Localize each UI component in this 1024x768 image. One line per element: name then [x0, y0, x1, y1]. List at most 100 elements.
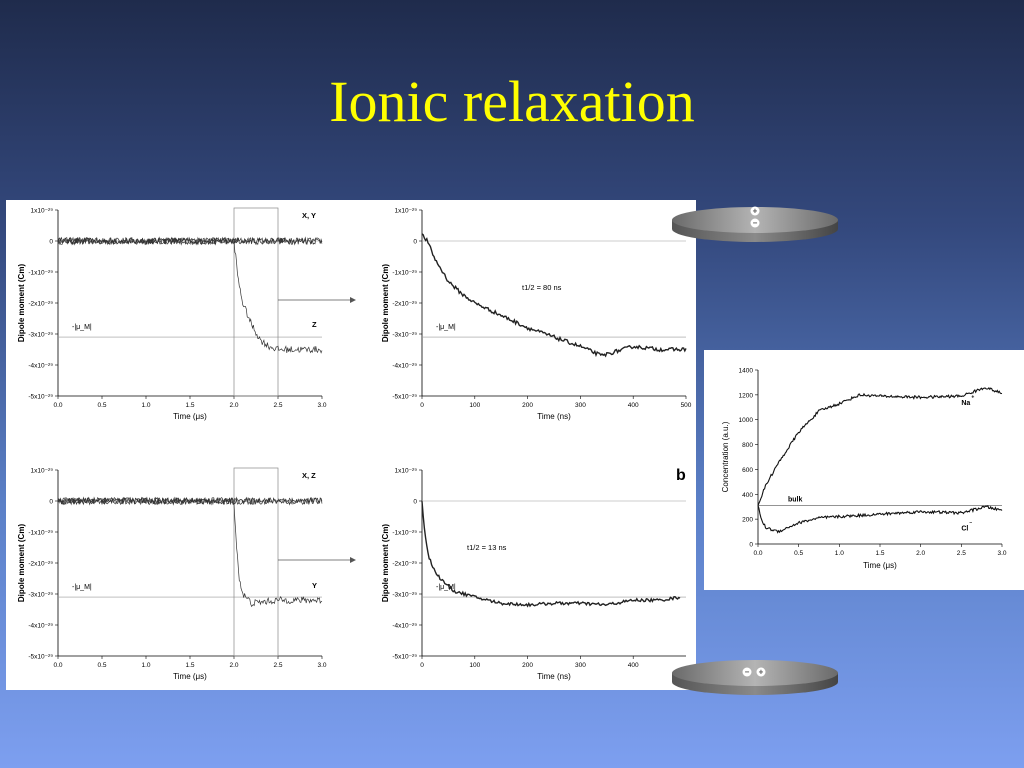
- na-charge: +: [971, 395, 974, 401]
- zoom-arrow-bottom-head: [350, 557, 356, 563]
- x-tick-label: 200: [522, 662, 533, 669]
- slide-title: Ionic relaxation: [329, 69, 695, 134]
- y-tick-label: -3x10⁻²⁹: [28, 592, 53, 599]
- cl-charge: −: [969, 520, 972, 526]
- x-tick-label: 200: [522, 402, 533, 409]
- mu-label: -|μ_M|: [436, 584, 456, 591]
- x-axis-label: Time (μs): [863, 561, 897, 570]
- y-tick-label: 1x10⁻²⁹: [31, 468, 54, 475]
- x-tick-label: 1.0: [835, 550, 844, 557]
- series-line-xy: [57, 236, 323, 246]
- y-tick-label: 1x10⁻²⁹: [31, 208, 54, 215]
- curve-label: Y: [312, 581, 317, 590]
- x-tick-label: 100: [469, 402, 480, 409]
- concentration-figure-panel: 0 200 400 600 800 1000 1200 1400 0.0 0.5 1.0 1.5 2.0…: [704, 350, 1024, 590]
- y-tick-label: 1000: [739, 417, 754, 424]
- x-tick-label: 0: [420, 662, 424, 669]
- series-line-main: [421, 233, 687, 358]
- series-line-y: [57, 496, 323, 608]
- zoom-arrow-top-head: [350, 297, 356, 303]
- y-tick-label: 400: [742, 492, 753, 499]
- plot-bottom-right: 1x10⁻²⁹ 0 -1x10⁻²⁹ -2x10⁻²⁹ -3x10⁻²⁹ -4x10⁻²⁹…: [381, 468, 686, 681]
- plot-concentration: 0 200 400 600 800 1000 1200 1400 0.0 0.5 1.0 1.5 2.0…: [721, 368, 1007, 571]
- curve-label: X, Z: [302, 471, 316, 480]
- x-tick-label: 0.5: [794, 550, 803, 557]
- x-tick-label: 2.0: [229, 402, 238, 409]
- x-tick-label: 1.5: [185, 662, 194, 669]
- x-tick-label: 300: [575, 662, 586, 669]
- x-tick-label: 1.5: [185, 402, 194, 409]
- series-line-cl: [757, 505, 1003, 534]
- zoom-arrows: [278, 297, 356, 563]
- dipole-plots: 1x10⁻²⁹ 0 -1x10⁻²⁹ -2x10⁻²⁹ -3x10⁻²⁹ -4x10⁻²⁹…: [17, 208, 692, 682]
- y-tick-label: 600: [742, 467, 753, 474]
- x-tick-label: 0: [420, 402, 424, 409]
- x-tick-label: 2.5: [273, 662, 282, 669]
- y-tick-label: -2x10⁻²⁹: [392, 561, 417, 568]
- x-tick-label: 2.5: [957, 550, 966, 557]
- y-tick-label: -3x10⁻²⁹: [28, 332, 53, 339]
- y-tick-label: -5x10⁻²⁹: [28, 394, 53, 401]
- disk-face: [672, 660, 838, 686]
- y-axis-label: Dipole moment (Cm): [17, 264, 26, 343]
- y-tick-label: -3x10⁻²⁹: [392, 592, 417, 599]
- t-half-label: t1/2 = 80 ns: [522, 283, 562, 292]
- y-tick-label: -5x10⁻²⁹: [392, 394, 417, 401]
- x-tick-label: 400: [628, 402, 639, 409]
- y-axis-label: Dipole moment (Cm): [381, 524, 390, 603]
- bulk-label: bulk: [788, 496, 802, 503]
- negative-charge-icon: [750, 218, 760, 228]
- y-tick-label: -4x10⁻²⁹: [392, 363, 417, 370]
- mu-label: -|μ_M|: [72, 324, 92, 331]
- x-tick-label: 3.0: [317, 402, 326, 409]
- x-tick-label: 400: [628, 662, 639, 669]
- concentration-plot: 0 200 400 600 800 1000 1200 1400 0.0 0.5 1.0 1.5 2.0…: [721, 368, 1007, 571]
- x-tick-label: 2.0: [916, 550, 925, 557]
- y-tick-label: 0: [749, 542, 753, 549]
- mu-label: -|μ_M|: [72, 584, 92, 591]
- x-tick-label: 1.5: [875, 550, 884, 557]
- t-half-label: t1/2 = 13 ns: [467, 543, 507, 552]
- series-line-z: [57, 236, 323, 354]
- plot-top-left: 1x10⁻²⁹ 0 -1x10⁻²⁹ -2x10⁻²⁹ -3x10⁻²⁹ -4x10⁻²⁹…: [17, 208, 327, 422]
- y-tick-label: -2x10⁻²⁹: [392, 301, 417, 308]
- mu-label: -|μ_M|: [436, 324, 456, 331]
- charged-disk-bottom: − +: [672, 660, 838, 695]
- x-tick-label: 1.0: [141, 662, 150, 669]
- x-tick-label: 0.0: [53, 662, 62, 669]
- x-tick-label: 3.0: [317, 662, 326, 669]
- x-axis-label: Time (μs): [173, 672, 207, 681]
- x-tick-label: 2.0: [229, 662, 238, 669]
- y-tick-label: -3x10⁻²⁹: [392, 332, 417, 339]
- charged-disk-top: + −: [672, 206, 838, 242]
- y-axis-label: Dipole moment (Cm): [17, 524, 26, 603]
- cl-label: Cl: [961, 525, 968, 532]
- zoom-region-box: [233, 467, 279, 657]
- series-line-na: [757, 387, 1003, 506]
- x-axis-label: Time (ns): [537, 672, 571, 681]
- curve-label: Z: [312, 320, 317, 329]
- zoom-region-box: [233, 207, 279, 397]
- y-tick-label: 0: [413, 499, 417, 506]
- y-tick-label: 0: [49, 239, 53, 246]
- x-tick-label: 0.5: [97, 662, 106, 669]
- y-tick-label: 1200: [739, 392, 754, 399]
- x-tick-label: 500: [681, 402, 692, 409]
- x-tick-label: 0.0: [753, 550, 762, 557]
- y-tick-label: 200: [742, 517, 753, 524]
- x-tick-label: 0.0: [53, 402, 62, 409]
- y-tick-label: -2x10⁻²⁹: [28, 301, 53, 308]
- y-tick-label: 0: [49, 499, 53, 506]
- panel-label: b: [676, 467, 686, 484]
- y-axis-label: Concentration (a.u.): [721, 421, 730, 492]
- x-tick-label: 3.0: [997, 550, 1006, 557]
- y-tick-label: -4x10⁻²⁹: [28, 623, 53, 630]
- y-axis-label: Dipole moment (Cm): [381, 264, 390, 343]
- positive-charge-icon: [750, 206, 760, 216]
- dipole-figure-panel: 1x10⁻²⁹ 0 -1x10⁻²⁹ -2x10⁻²⁹ -3x10⁻²⁹ -4x10⁻²⁹…: [6, 200, 696, 690]
- y-tick-label: 800: [742, 442, 753, 449]
- x-axis-label: Time (μs): [173, 412, 207, 421]
- x-tick-label: 0.5: [97, 402, 106, 409]
- x-tick-label: 1.0: [141, 402, 150, 409]
- curve-label: X, Y: [302, 211, 316, 220]
